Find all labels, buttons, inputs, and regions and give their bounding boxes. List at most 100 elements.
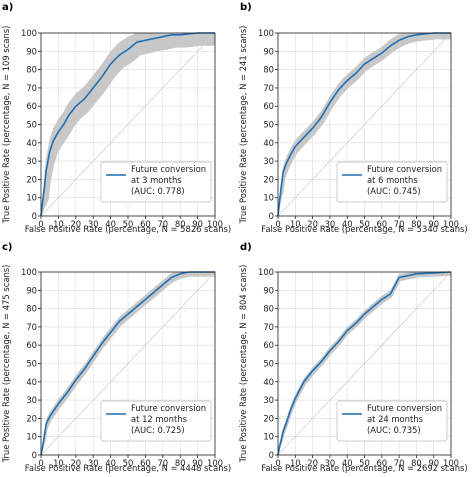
- x-tick-label: 60: [140, 458, 151, 468]
- chance-diagonal: [40, 32, 216, 217]
- roc-panel-1: a) 0 10 20 30 40 50 60 70 80 90 100 0 10 20 30 40 50 60 70 8…: [1, 2, 231, 234]
- y-tick-label: 20: [26, 413, 37, 423]
- legend-box: [336, 400, 448, 442]
- y-axis-label: True Positive Rate (percentage, N = 109 …: [1, 26, 11, 225]
- y-tick-label: 40: [26, 377, 37, 387]
- x-tick-label: 100: [207, 458, 223, 468]
- legend-entry: Future conversion: [131, 403, 206, 413]
- chance-diagonal: [277, 32, 452, 217]
- legend-box: [100, 400, 212, 442]
- x-axis-label: False Positive Rate (percentage, N = 582…: [25, 224, 231, 234]
- y-tick-label: 70: [26, 322, 37, 332]
- roc-curve: [40, 32, 215, 217]
- y-tick-label: 100: [21, 267, 37, 277]
- x-tick-label: 60: [140, 219, 151, 229]
- x-tick-label: 70: [157, 458, 168, 468]
- legend-entry: (AUC: 0.735): [367, 425, 421, 435]
- legend-entry: Future conversion: [367, 403, 442, 413]
- y-tick-label: 50: [26, 359, 37, 369]
- y-tick-label: 10: [263, 432, 274, 442]
- x-tick-label: 20: [70, 458, 81, 468]
- roc-curve: [40, 271, 215, 456]
- y-axis-label: True Positive Rate (percentage, N = 241 …: [238, 26, 248, 225]
- roc-panel-2: b) 0 10 20 30 40 50 60 70 80 90 100 0 10 20 30 40 50 60 70 8…: [238, 2, 468, 234]
- roc-curve: [277, 271, 452, 456]
- y-tick-label: 90: [26, 46, 37, 56]
- x-tick-label: 0: [275, 458, 280, 468]
- y-tick-label: 10: [26, 432, 37, 442]
- x-tick-label: 50: [123, 458, 134, 468]
- x-tick-label: 80: [411, 219, 422, 229]
- legend-entry: (AUC: 0.745): [367, 186, 421, 196]
- roc-panel-4: d) 0 10 20 30 40 50 60 70 80 90 100 0 10 20 30 40 50 60 70 8…: [238, 242, 468, 473]
- x-tick-label: 0: [38, 219, 43, 229]
- legend-entry: (AUC: 0.778): [131, 186, 185, 196]
- y-tick-label: 40: [26, 138, 37, 148]
- x-tick-label: 90: [428, 458, 439, 468]
- y-axis-label: True Positive Rate (percentage, N = 804 …: [238, 265, 248, 464]
- y-tick-label: 90: [263, 46, 274, 56]
- x-tick-label: 30: [325, 458, 336, 468]
- y-tick-label: 60: [26, 101, 37, 111]
- x-tick-label: 10: [53, 219, 64, 229]
- x-tick-label: 100: [443, 458, 459, 468]
- x-tick-label: 50: [359, 458, 370, 468]
- x-tick-label: 10: [290, 458, 301, 468]
- x-axis-label: False Positive Rate (percentage, N = 444…: [25, 463, 231, 473]
- y-tick-label: 0: [32, 211, 37, 221]
- y-tick-label: 70: [26, 83, 37, 93]
- legend-entry: at 3 months: [131, 175, 182, 185]
- x-tick-label: 30: [88, 219, 99, 229]
- y-tick-label: 50: [263, 359, 274, 369]
- x-tick-label: 50: [359, 219, 370, 229]
- x-tick-label: 70: [394, 458, 405, 468]
- confidence-band: [278, 33, 451, 216]
- x-tick-label: 80: [411, 458, 422, 468]
- y-tick-label: 70: [263, 83, 274, 93]
- y-tick-label: 60: [26, 340, 37, 350]
- x-tick-label: 0: [38, 458, 43, 468]
- roc-curve: [277, 32, 451, 217]
- panel-label: d): [240, 242, 252, 253]
- y-tick-label: 50: [26, 120, 37, 130]
- y-tick-label: 100: [21, 28, 37, 38]
- y-tick-label: 10: [26, 193, 37, 203]
- y-tick-label: 90: [263, 285, 274, 295]
- x-tick-label: 80: [175, 219, 186, 229]
- x-tick-label: 70: [157, 219, 168, 229]
- legend-entry: (AUC: 0.725): [131, 425, 185, 435]
- y-tick-label: 80: [263, 65, 274, 75]
- roc-panel-3: c) 0 10 20 30 40 50 60 70 80 90 100 0 10 20 30 40 50 60 70 8…: [1, 242, 231, 473]
- x-tick-label: 50: [123, 219, 134, 229]
- y-tick-label: 0: [32, 450, 37, 460]
- x-tick-label: 20: [70, 219, 81, 229]
- x-tick-label: 30: [325, 219, 336, 229]
- y-tick-label: 100: [258, 28, 274, 38]
- x-tick-label: 100: [207, 219, 223, 229]
- y-tick-label: 60: [263, 340, 274, 350]
- x-tick-label: 0: [275, 219, 280, 229]
- chance-diagonal: [277, 271, 452, 456]
- x-tick-label: 90: [192, 219, 203, 229]
- x-tick-label: 80: [175, 458, 186, 468]
- y-tick-label: 20: [26, 174, 37, 184]
- x-tick-label: 60: [376, 219, 387, 229]
- legend-entry: Future conversion: [131, 164, 206, 174]
- y-tick-label: 20: [263, 174, 274, 184]
- x-tick-label: 90: [428, 219, 439, 229]
- x-axis-label: False Positive Rate (percentage, N = 534…: [261, 224, 467, 234]
- legend-box: [100, 161, 212, 203]
- x-tick-label: 40: [342, 219, 353, 229]
- confidence-band: [41, 33, 215, 216]
- legend-entry: at 24 months: [367, 414, 423, 424]
- y-tick-label: 80: [263, 304, 274, 314]
- x-axis-label: False Positive Rate (percentage, N = 269…: [261, 463, 467, 473]
- panel-label: a): [2, 2, 13, 13]
- y-tick-label: 40: [263, 377, 274, 387]
- y-tick-label: 0: [269, 450, 274, 460]
- y-tick-label: 10: [263, 193, 274, 203]
- legend-entry: Future conversion: [367, 164, 442, 174]
- y-axis-label: True Positive Rate (percentage, N = 475 …: [1, 265, 11, 464]
- y-tick-label: 30: [263, 156, 274, 166]
- y-tick-label: 70: [263, 322, 274, 332]
